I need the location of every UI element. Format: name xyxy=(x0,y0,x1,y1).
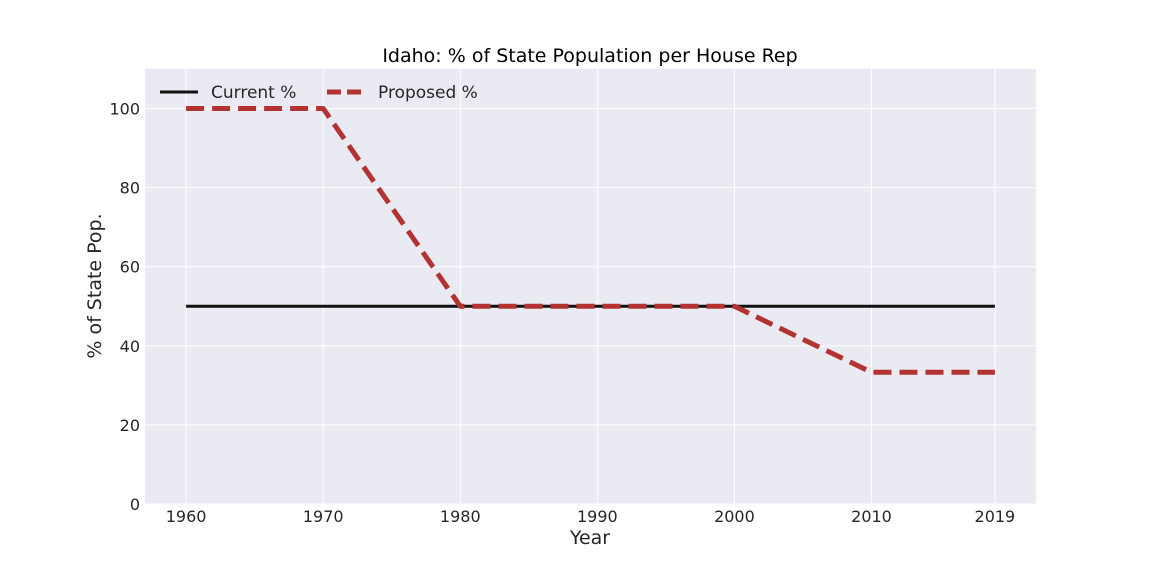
x-axis-ticks: 1960 1970 1980 1990 2000 2010 2019 xyxy=(166,507,1015,526)
x-tick-label: 2019 xyxy=(975,507,1016,526)
y-tick-label: 60 xyxy=(120,258,140,277)
x-tick-label: 1960 xyxy=(166,507,207,526)
y-axis-title: % of State Pop. xyxy=(84,213,106,358)
x-tick-label: 2000 xyxy=(714,507,755,526)
y-tick-label: 0 xyxy=(130,495,140,514)
chart-title: Idaho: % of State Population per House R… xyxy=(382,45,797,67)
plot-background xyxy=(145,69,1036,504)
x-tick-label: 1990 xyxy=(577,507,618,526)
grid xyxy=(145,69,1036,505)
series-layer xyxy=(186,106,995,375)
y-tick-label: 80 xyxy=(120,179,140,198)
y-tick-label: 100 xyxy=(109,100,140,119)
legend-label-1: Current % xyxy=(211,83,296,103)
y-axis-ticks: 0 20 40 60 80 100 xyxy=(109,100,140,514)
x-tick-label: 1970 xyxy=(303,507,344,526)
x-tick-label: 2010 xyxy=(851,507,892,526)
legend-label-2: Proposed % xyxy=(378,83,478,103)
series-line-2 xyxy=(186,106,995,375)
y-tick-label: 40 xyxy=(120,337,140,356)
x-axis-title: Year xyxy=(569,527,610,549)
y-tick-label: 20 xyxy=(120,416,140,435)
x-tick-label: 1980 xyxy=(440,507,481,526)
legend: Current % Proposed % xyxy=(160,83,478,103)
